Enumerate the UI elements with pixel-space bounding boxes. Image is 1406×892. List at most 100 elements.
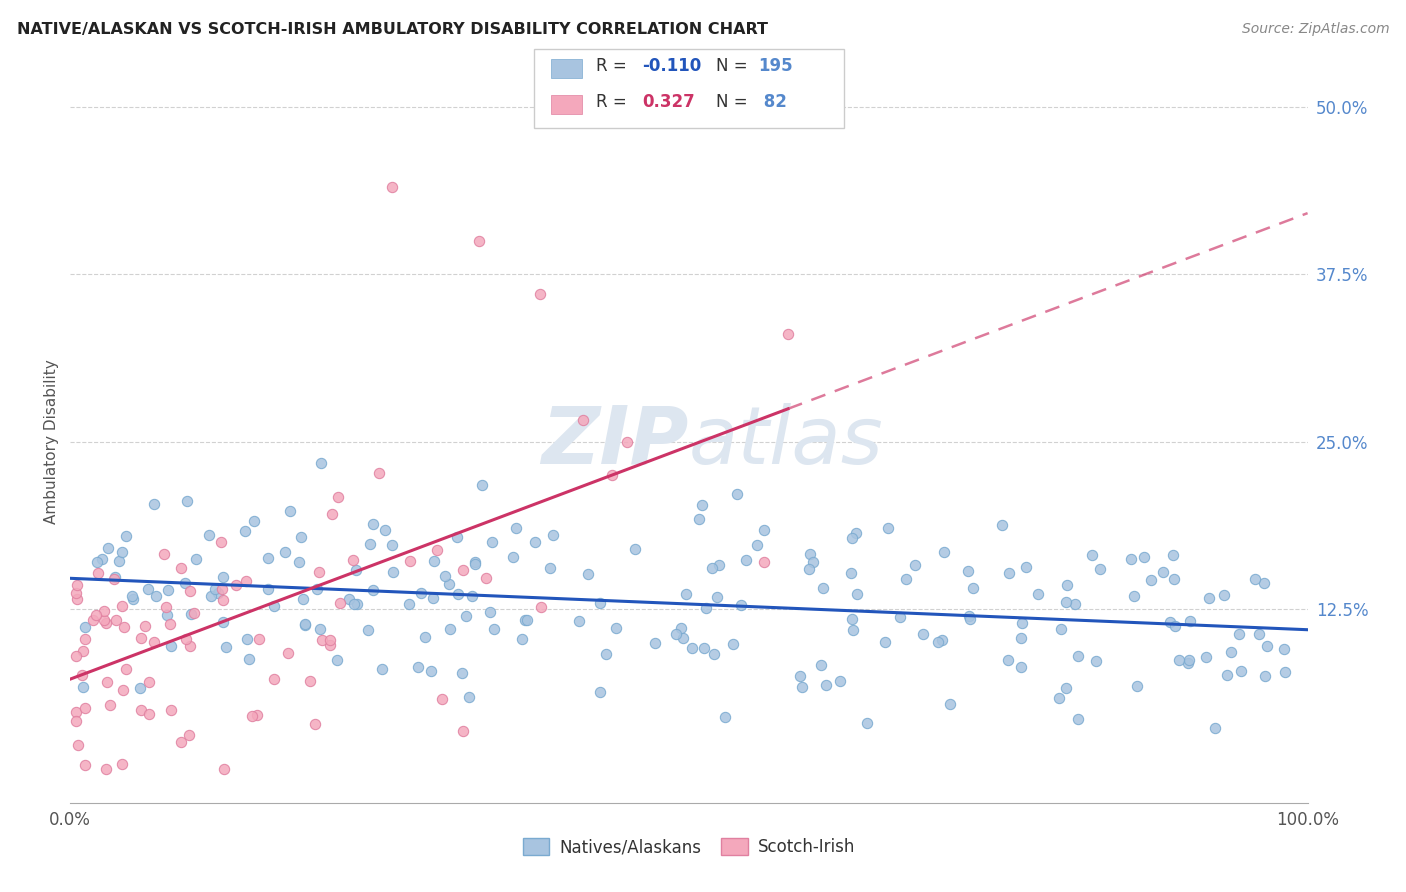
Point [959,612,981,626]
Legend: Natives/Alaskans, Scotch-Irish: Natives/Alaskans, Scotch-Irish [516,831,862,863]
Point [616,434,638,449]
Point [962,582,984,596]
Point [73,620,96,634]
Point [1119,552,1142,566]
Point [145,589,167,603]
Text: ZIP: ZIP [541,402,689,481]
Point [138,674,160,689]
Point [801,555,824,569]
Point [810,657,832,672]
Point [589,684,612,698]
Point [451,563,474,577]
Point [467,234,489,248]
Point [94,616,117,631]
Text: NATIVE/ALASKAN VS SCOTCH-IRISH AMBULATORY DISABILITY CORRELATION CHART: NATIVE/ALASKAN VS SCOTCH-IRISH AMBULATOR… [17,22,768,37]
Point [814,678,837,692]
Point [1253,576,1275,591]
Point [595,647,617,661]
Point [423,553,446,567]
Point [72,668,94,682]
Point [877,521,900,535]
Point [343,597,366,611]
Point [1177,656,1199,670]
Point [1088,562,1111,576]
Point [309,623,332,637]
Point [839,566,862,580]
Point [721,638,744,652]
Point [159,639,181,653]
Point [298,674,321,689]
Point [256,550,278,565]
Point [752,555,775,569]
Point [200,589,222,603]
Point [184,552,207,566]
Point [702,647,724,661]
Point [197,528,219,542]
Point [464,558,486,572]
Point [845,525,868,540]
Point [104,613,127,627]
Point [179,639,201,653]
Point [1253,669,1275,683]
Point [672,631,695,645]
Point [1178,653,1201,667]
Point [690,498,713,512]
Point [524,535,547,549]
Point [129,703,152,717]
Point [319,632,342,647]
Point [173,576,195,591]
Point [1204,721,1226,735]
Point [464,555,486,569]
Point [789,669,811,683]
Point [1244,572,1267,586]
Point [1249,627,1271,641]
Point [233,524,256,538]
Point [1227,627,1250,641]
Point [415,630,437,644]
Point [706,590,728,604]
Point [1256,639,1278,653]
Point [681,641,703,656]
Point [927,635,949,649]
Point [799,547,821,561]
Point [361,516,384,531]
Point [311,633,333,648]
Point [288,556,311,570]
Point [911,627,934,641]
Point [458,690,481,705]
Point [451,723,474,738]
Point [484,622,506,636]
Point [325,653,347,667]
Text: 0.327: 0.327 [643,93,696,111]
Point [1085,654,1108,668]
Point [66,591,89,606]
Point [665,627,688,641]
Point [398,597,420,611]
Point [291,592,314,607]
Point [211,582,233,597]
Point [461,589,484,603]
Point [371,662,394,676]
Point [134,619,156,633]
Point [624,542,647,557]
Point [309,456,332,470]
Point [243,515,266,529]
Point [381,538,404,552]
Point [72,644,94,658]
Point [73,632,96,647]
Point [359,537,381,551]
Point [530,600,553,615]
Point [1126,679,1149,693]
Point [72,680,94,694]
Point [121,589,143,603]
Point [454,609,477,624]
Point [422,591,444,605]
Point [1066,649,1088,664]
Text: 82: 82 [758,93,787,111]
Point [321,507,343,521]
Point [505,521,527,535]
Point [179,583,201,598]
Point [446,530,468,544]
Point [152,547,174,561]
Point [344,563,367,577]
